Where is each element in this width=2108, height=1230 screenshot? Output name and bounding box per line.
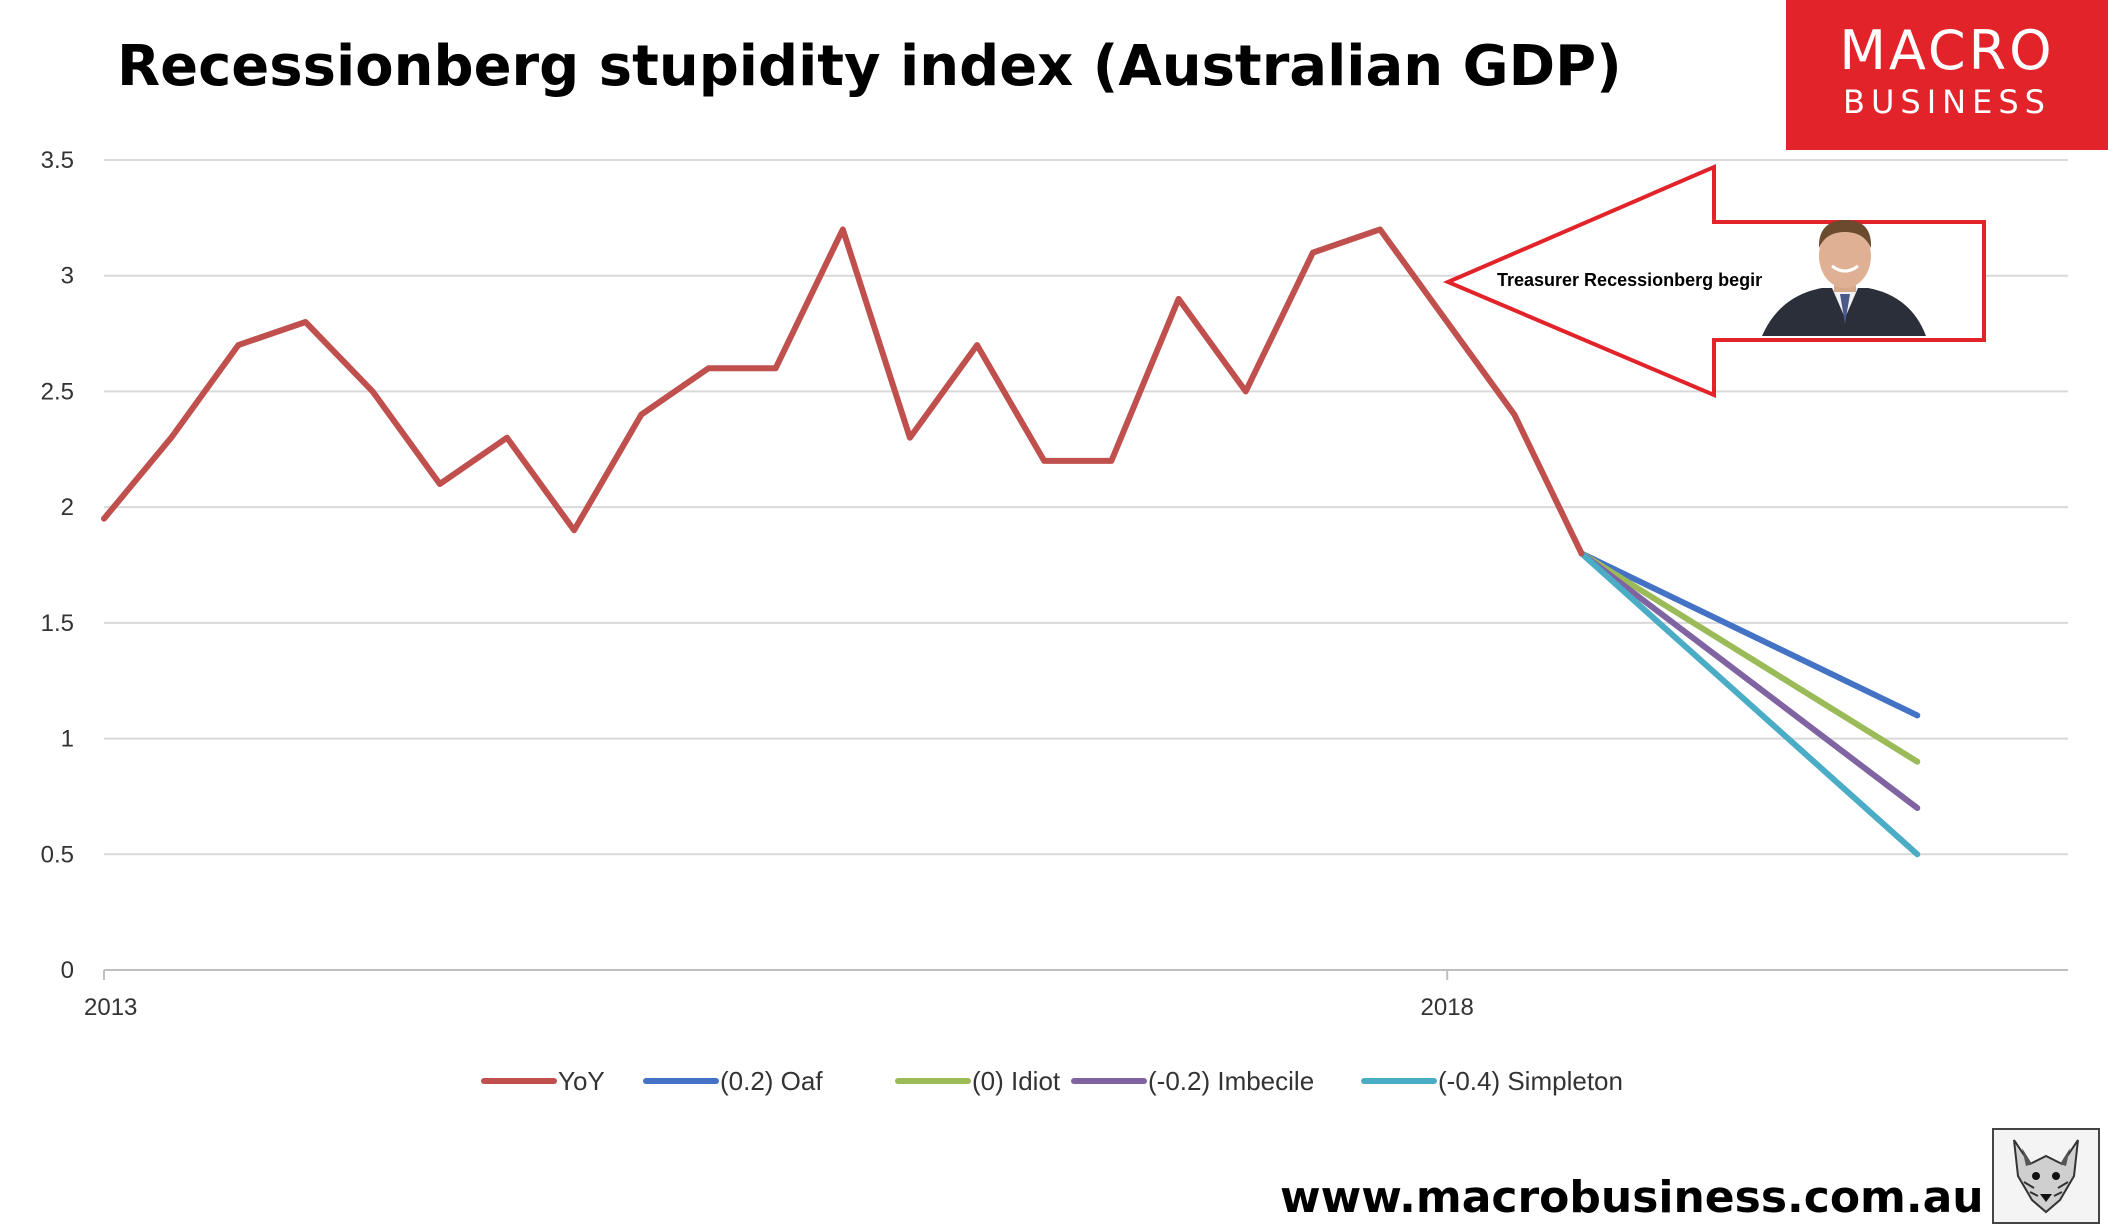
legend-item: (0.2) Oaf: [643, 1066, 823, 1096]
legend-item: YoY: [481, 1066, 605, 1096]
chart-title: Recessionberg stupidity index (Australia…: [117, 34, 1622, 99]
series-line: [1578, 550, 1921, 765]
legend-label: YoY: [558, 1066, 605, 1096]
callout-text: Treasurer Recessionberg begins: [1497, 270, 1776, 290]
wolf-mascot-icon: [1992, 1128, 2100, 1224]
legend-label: (-0.4) Simpleton: [1438, 1066, 1623, 1096]
y-tick-label: 3: [61, 263, 74, 290]
y-tick-label: 0.5: [41, 841, 74, 868]
website-url: www.macrobusiness.com.au: [1280, 1172, 1984, 1223]
y-tick-label: 2.5: [41, 378, 74, 405]
legend: YoY (0.2) Oaf (0) Idiot (-0.2) Imbecile (-0.…: [481, 1066, 1623, 1096]
macro-business-logo: MACRO BUSINESS: [1786, 0, 2108, 150]
x-axis: 2013 2018: [84, 969, 2068, 1021]
y-axis-ticks: 0 0.5 1 1.5 2 2.5 3 3.5: [41, 147, 74, 984]
gridlines: [104, 159, 2068, 856]
series-line: [1578, 550, 1921, 811]
x-tick-label: 2013: [84, 994, 137, 1021]
legend-item: (-0.2) Imbecile: [1071, 1066, 1314, 1096]
y-tick-label: 1.5: [41, 610, 74, 637]
series-layer: [101, 226, 1921, 858]
logo-line-2: BUSINESS: [1843, 83, 2051, 121]
legend-label: (-0.2) Imbecile: [1148, 1066, 1314, 1096]
series-line: [1578, 550, 1921, 719]
series-line: [101, 226, 1585, 557]
series-line: [1578, 550, 1921, 858]
legend-label: (0.2) Oaf: [720, 1066, 823, 1096]
y-tick-label: 1: [61, 726, 74, 753]
x-tick-label: 2018: [1421, 994, 1474, 1021]
legend-item: (-0.4) Simpleton: [1361, 1066, 1623, 1096]
y-tick-label: 0: [61, 957, 74, 984]
annotation-callout: Treasurer Recessionberg begins: [1442, 163, 1986, 399]
y-tick-label: 2: [61, 494, 74, 521]
logo-line-1: MACRO: [1839, 19, 2055, 82]
legend-label: (0) Idiot: [972, 1066, 1061, 1096]
person-photo: [1762, 220, 1926, 336]
y-tick-label: 3.5: [41, 147, 74, 174]
legend-item: (0) Idiot: [895, 1066, 1061, 1096]
